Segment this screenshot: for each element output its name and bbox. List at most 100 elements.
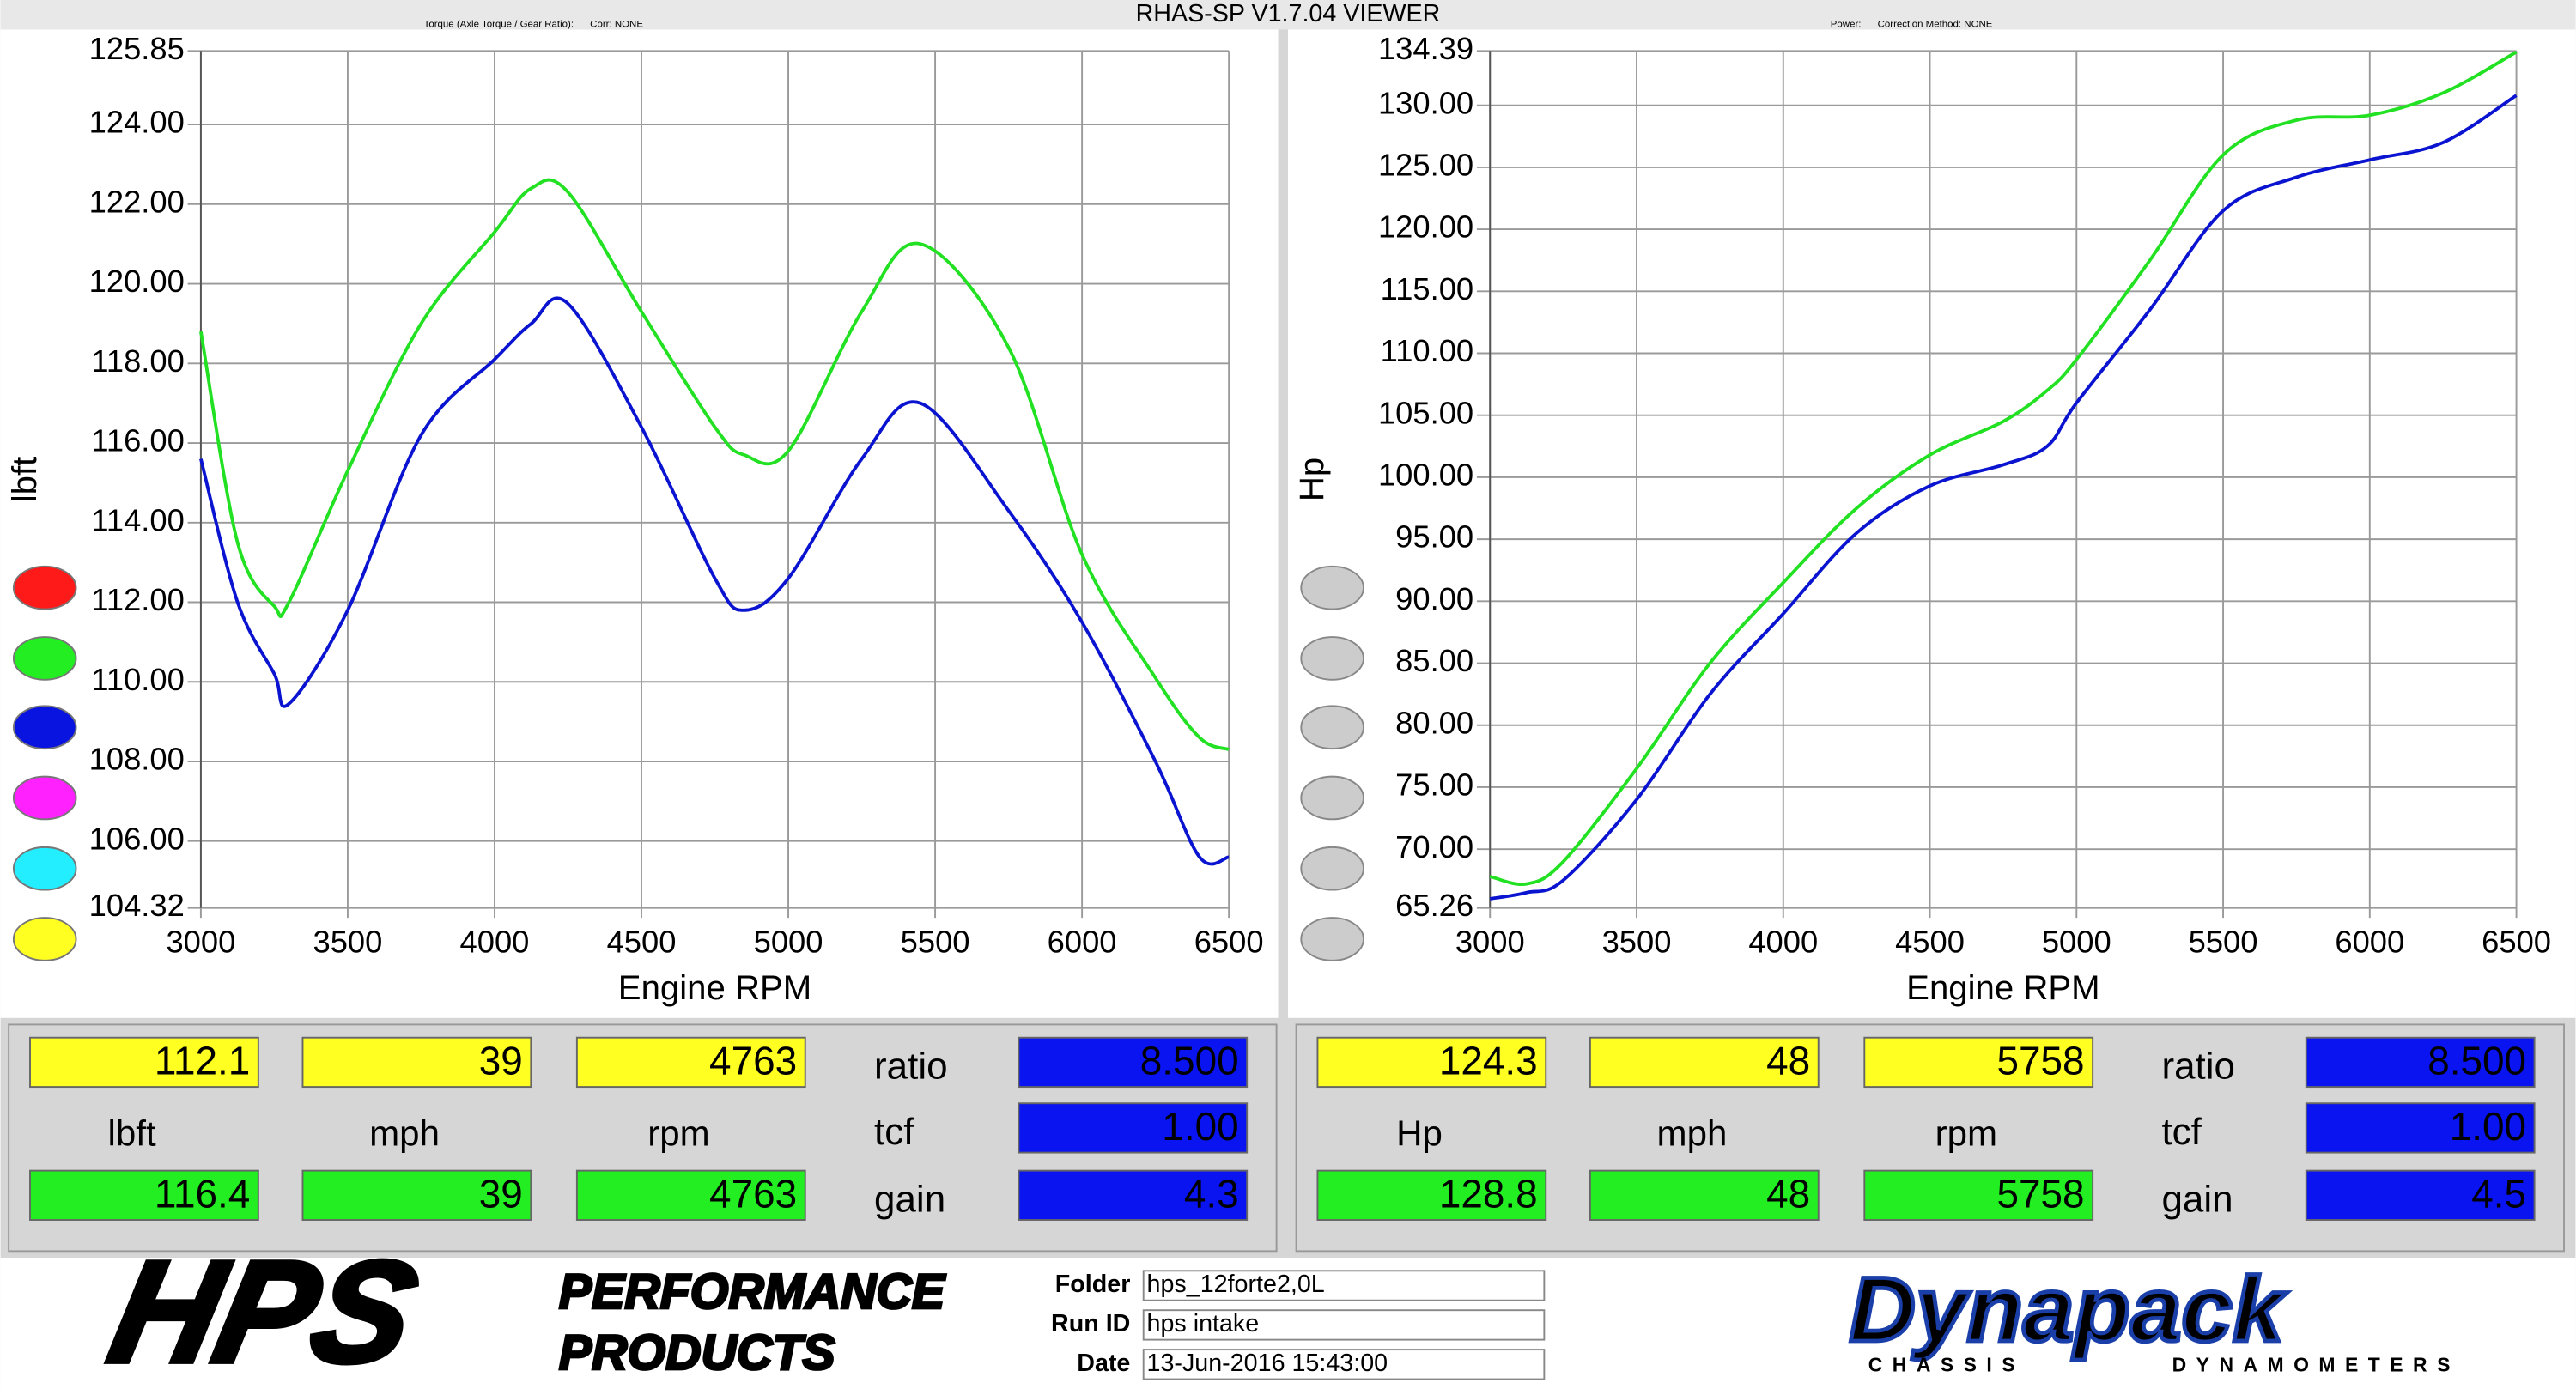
dot[interactable] bbox=[1300, 636, 1364, 681]
info-label: Date bbox=[1077, 1350, 1130, 1377]
data-line bbox=[199, 296, 1230, 866]
y-tick-label: 125.00 bbox=[1378, 147, 1473, 182]
chart-correction: Correction Method: NONE bbox=[1878, 20, 1993, 30]
dot[interactable] bbox=[12, 846, 77, 891]
chart-panel bbox=[1288, 29, 2576, 1018]
x-tick-label: 6000 bbox=[1048, 924, 1117, 959]
info-box bbox=[1142, 1349, 1546, 1380]
chart-correction: Corr: NONE bbox=[590, 20, 643, 30]
readout-unit: lbft bbox=[108, 1113, 156, 1154]
x-tick-label: 4500 bbox=[607, 924, 677, 959]
dot[interactable] bbox=[12, 565, 77, 610]
chart-panel bbox=[0, 29, 1279, 1018]
readout-box bbox=[1316, 1169, 1547, 1221]
y-tick-label: 65.26 bbox=[1395, 888, 1473, 923]
param-value: 8.500 bbox=[2427, 1038, 2526, 1083]
data-line bbox=[1489, 94, 2518, 901]
y-axis-label: lbft bbox=[5, 457, 44, 503]
param-label: ratio bbox=[2161, 1046, 2235, 1088]
y-tick-label: 85.00 bbox=[1395, 643, 1473, 678]
y-tick-label: 116.00 bbox=[91, 423, 184, 458]
param-label: gain bbox=[2161, 1179, 2233, 1221]
readout-box bbox=[1316, 1036, 1547, 1089]
y-tick-label: 115.00 bbox=[1381, 271, 1473, 306]
x-tick-label: 5500 bbox=[901, 924, 970, 959]
readout-box bbox=[1863, 1036, 2094, 1089]
y-axis-label: Hp bbox=[1292, 458, 1331, 501]
readout-value: 4763 bbox=[709, 1171, 797, 1216]
y-tick-label: 110.00 bbox=[1381, 333, 1473, 368]
chart-subtitle: Torque (Axle Torque / Gear Ratio): bbox=[424, 20, 574, 30]
dot[interactable] bbox=[1300, 565, 1364, 610]
info-value: hps_12forte2,0L bbox=[1147, 1271, 1325, 1298]
readout-box bbox=[1589, 1169, 1820, 1221]
param-box bbox=[1018, 1169, 1249, 1221]
readout-box bbox=[575, 1169, 806, 1221]
y-tick-label: 106.00 bbox=[89, 821, 185, 856]
y-tick-label: 122.00 bbox=[89, 184, 185, 219]
y-tick-label: 124.00 bbox=[89, 105, 185, 140]
param-box bbox=[2305, 1102, 2536, 1154]
param-box bbox=[2305, 1036, 2536, 1089]
y-tick-label: 134.39 bbox=[1378, 31, 1473, 66]
info-box bbox=[1142, 1309, 1546, 1341]
y-tick-label: 125.85 bbox=[89, 31, 185, 66]
x-tick-label: 6500 bbox=[1194, 924, 1264, 959]
y-tick-label: 114.00 bbox=[91, 502, 184, 537]
dot[interactable] bbox=[12, 705, 77, 750]
y-tick-label: 120.00 bbox=[1378, 209, 1473, 245]
readout-box bbox=[1863, 1169, 2094, 1221]
x-tick-label: 5000 bbox=[754, 924, 823, 959]
readout-value: 39 bbox=[479, 1038, 523, 1083]
x-tick-label: 3000 bbox=[166, 924, 235, 959]
x-axis-label: Engine RPM bbox=[618, 968, 811, 1007]
param-box bbox=[1018, 1036, 1249, 1089]
readout-box bbox=[301, 1169, 532, 1221]
readout-box bbox=[301, 1036, 532, 1089]
x-tick-label: 3000 bbox=[1455, 924, 1525, 959]
x-tick-label: 4000 bbox=[460, 924, 530, 959]
y-tick-label: 112.00 bbox=[91, 582, 184, 617]
hps-logo: HPS bbox=[98, 1232, 429, 1389]
readout-box bbox=[575, 1036, 806, 1089]
info-value: 13-Jun-2016 15:43:00 bbox=[1147, 1350, 1388, 1377]
y-tick-label: 104.32 bbox=[89, 888, 185, 923]
info-label: Folder bbox=[1055, 1271, 1131, 1298]
y-tick-label: 120.00 bbox=[89, 264, 185, 299]
param-box bbox=[1018, 1102, 1249, 1154]
hps-text: PERFORMANCE bbox=[559, 1265, 946, 1319]
data-line bbox=[199, 178, 1230, 751]
dot[interactable] bbox=[1300, 917, 1364, 961]
y-tick-label: 70.00 bbox=[1395, 829, 1473, 864]
y-tick-label: 100.00 bbox=[1378, 458, 1473, 493]
dot[interactable] bbox=[12, 917, 77, 961]
x-tick-label: 6000 bbox=[2335, 924, 2404, 959]
dot[interactable] bbox=[1300, 705, 1364, 750]
x-axis-label: Engine RPM bbox=[1906, 968, 2099, 1007]
readout-value: 39 bbox=[479, 1171, 523, 1216]
readout-value: 116.4 bbox=[155, 1171, 250, 1216]
y-tick-label: 110.00 bbox=[91, 662, 184, 697]
dot[interactable] bbox=[12, 636, 77, 681]
readout-value: 5758 bbox=[1996, 1038, 2084, 1083]
param-value: 4.3 bbox=[1184, 1171, 1239, 1216]
dot[interactable] bbox=[12, 775, 77, 821]
dot[interactable] bbox=[1300, 775, 1364, 821]
readout-value: 5758 bbox=[1996, 1171, 2084, 1216]
x-tick-label: 4000 bbox=[1748, 924, 1818, 959]
dot[interactable] bbox=[1300, 846, 1364, 891]
readout-unit: rpm bbox=[647, 1113, 709, 1154]
readout-box bbox=[29, 1036, 259, 1089]
readout-unit: mph bbox=[1657, 1113, 1728, 1154]
info-box bbox=[1142, 1270, 1546, 1301]
chart-subtitle: Power: bbox=[1831, 20, 1862, 30]
color-dots bbox=[12, 565, 1364, 961]
readout-value: 124.3 bbox=[1439, 1038, 1538, 1083]
param-value: 8.500 bbox=[1140, 1038, 1239, 1083]
readout-value: 128.8 bbox=[1439, 1171, 1538, 1216]
dynapack-text: DYNAMOMETERS bbox=[2172, 1353, 2460, 1375]
readout-value: 4763 bbox=[709, 1038, 797, 1083]
hps-text: PRODUCTS bbox=[559, 1325, 835, 1380]
